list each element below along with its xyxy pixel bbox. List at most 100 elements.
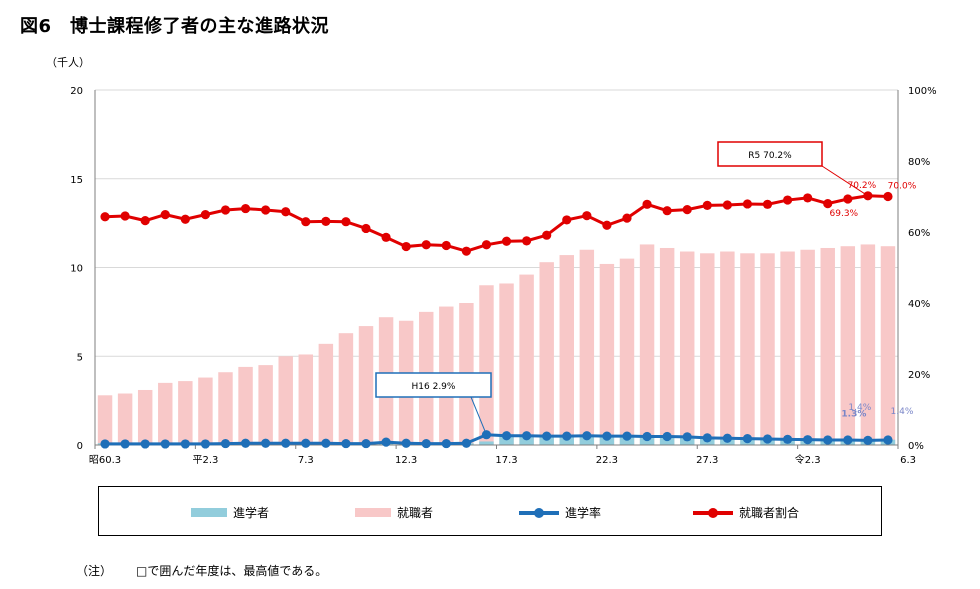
employ-rate-point [321, 216, 331, 226]
bar-employed [499, 283, 514, 445]
enroll-rate-point [823, 435, 833, 445]
employ-rate-point [180, 214, 190, 224]
enroll-rate-point [843, 435, 853, 445]
bar-employed [820, 247, 835, 445]
bar-employed [659, 247, 675, 445]
left-axis-tick-label: 0 [77, 441, 83, 452]
enroll-rate-point [622, 431, 632, 441]
employ-rate-point [401, 241, 411, 252]
employ-rate-point [220, 205, 231, 215]
employ-rate-point [742, 199, 753, 209]
bar-employed [238, 366, 253, 445]
enroll-rate-point [381, 437, 391, 447]
bar-employed [619, 258, 635, 445]
footnote-text: □で囲んだ年度は、最高値である。 [136, 564, 328, 578]
employ-rate-point [481, 240, 492, 250]
left-axis-tick-label: 20 [70, 86, 83, 97]
data-label: 1.3% [841, 409, 866, 419]
employ-rate-point [782, 195, 793, 205]
enroll-rate-point [341, 438, 351, 449]
employ-rate-point [602, 220, 612, 230]
bar-employed [539, 262, 554, 445]
line-series [100, 191, 893, 449]
employ-rate-point [240, 203, 251, 214]
enroll-rate-point [501, 431, 512, 441]
bar-employed [278, 356, 293, 445]
bar-employed [97, 395, 113, 445]
right-axis-tick-label: 100% [908, 86, 937, 97]
bar-employed [137, 389, 153, 445]
bar-employed [599, 263, 615, 445]
callout-leader [470, 396, 487, 435]
employ-rate-point [823, 199, 833, 209]
employ-rate-point [140, 216, 150, 226]
bar-employed [338, 333, 354, 445]
enroll-rate-line [105, 433, 888, 446]
legend-label: 進学者 [233, 506, 270, 520]
enroll-rate-point [401, 438, 411, 448]
employ-rate-point [301, 217, 311, 227]
left-axis-tick-label: 15 [70, 175, 83, 186]
x-axis-tick-label: 平2.3 [192, 455, 218, 466]
x-axis-tick-label: 7.3 [298, 455, 314, 466]
x-axis-tick-label: 17.3 [495, 455, 517, 466]
bar-employed [720, 251, 735, 445]
enroll-rate-point [301, 438, 311, 448]
employ-rate-point [843, 194, 853, 204]
enroll-rate-point [722, 433, 732, 443]
legend-swatch-enroll-rate [519, 507, 559, 518]
enroll-rate-point [762, 434, 773, 444]
enroll-rate-point [120, 439, 130, 449]
enroll-rate-point [662, 431, 672, 442]
left-axis-unit: （千人） [46, 56, 90, 69]
legend-label: 就職者 [397, 506, 434, 520]
enroll-rate-point [160, 439, 170, 449]
bar-enrolled [659, 437, 675, 445]
employ-rate-point [762, 199, 773, 209]
employ-rate-point [261, 205, 271, 215]
chart-title: 図6 博士課程修了者の主な進路状況 [20, 16, 330, 37]
data-label: 69.3% [830, 209, 859, 219]
bar-employed [298, 354, 314, 445]
left-axis-tick-label: 10 [70, 264, 83, 275]
bar-employed [158, 382, 173, 445]
left-axis-tick-label: 5 [77, 352, 83, 363]
enroll-rate-point [140, 439, 150, 449]
enroll-rate-point [642, 431, 652, 442]
employ-rate-line [104, 194, 889, 253]
employ-rate-point [682, 205, 692, 215]
legend-item: 就職者割合 [693, 504, 799, 521]
bar-employed [579, 249, 595, 445]
employ-rate-point [582, 211, 592, 221]
enroll-rate-point [702, 433, 712, 443]
bar-employed [318, 343, 334, 445]
right-axis-tick-label: 40% [908, 299, 930, 310]
x-axis-tick-label: 12.3 [395, 455, 417, 466]
data-label: 1.4% [848, 403, 871, 413]
footnote: （注） □で囲んだ年度は、最高値である。 [76, 562, 327, 579]
bar-enrolled [519, 436, 534, 445]
callout-box [717, 141, 823, 167]
right-axis-tick-label: 60% [908, 228, 930, 239]
bar-employed [178, 381, 193, 445]
legend-item: 進学率 [519, 504, 601, 521]
x-axis-tick-label: 22.3 [596, 455, 618, 466]
bar-employed [519, 274, 534, 445]
data-label: 70.0% [888, 182, 917, 192]
bar-employed [800, 249, 815, 445]
employ-rate-point [662, 206, 672, 216]
enroll-rate-point [200, 439, 211, 449]
enroll-rate-point [240, 438, 251, 448]
enroll-rate-point [542, 431, 552, 441]
bar-employed [198, 377, 213, 445]
x-axis-tick-label: 6.3 [900, 455, 916, 466]
employ-rate-point [281, 207, 291, 217]
enroll-rate-point [803, 435, 813, 445]
enroll-rate-point [441, 438, 451, 449]
enroll-rate-point [100, 439, 110, 449]
callout-text: H16 2.9% [412, 382, 456, 392]
bar-employed [780, 251, 795, 445]
employ-rate-point [200, 210, 211, 220]
legend: 進学者 就職者 進学率 就職者割合 [98, 486, 882, 536]
employ-rate-point [642, 199, 652, 209]
